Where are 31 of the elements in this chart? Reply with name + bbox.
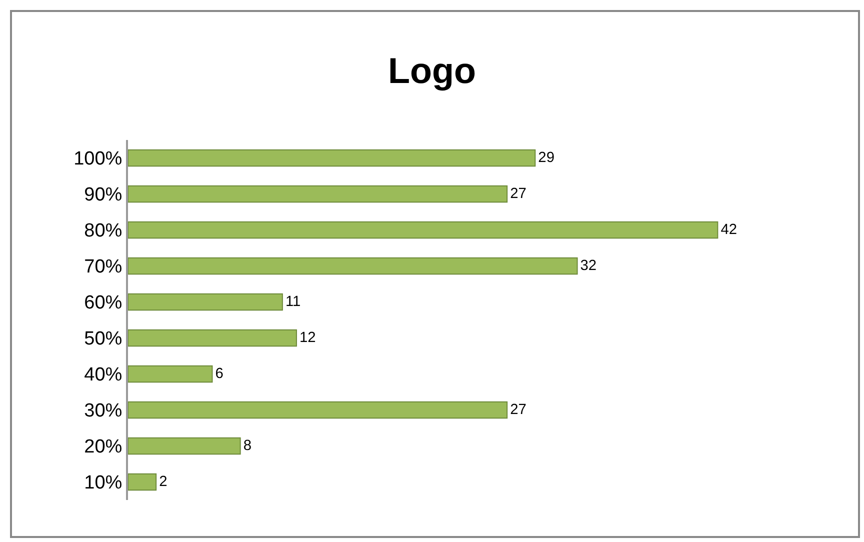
data-label: 2 — [159, 474, 168, 490]
bar — [128, 185, 508, 203]
y-tick-label: 20% — [84, 436, 122, 458]
data-label: 27 — [510, 402, 526, 418]
bar — [128, 401, 508, 419]
data-label: 11 — [285, 294, 301, 310]
data-label: 32 — [580, 258, 597, 274]
bar — [128, 365, 213, 383]
bar — [128, 221, 718, 239]
bar — [128, 473, 157, 491]
y-tick-label: 50% — [84, 328, 122, 350]
data-label: 8 — [243, 438, 252, 454]
y-tick-label: 30% — [84, 400, 122, 422]
data-label: 29 — [538, 150, 554, 166]
bar — [128, 437, 241, 455]
y-tick-label: 60% — [84, 292, 122, 314]
bar — [128, 257, 578, 275]
data-label: 6 — [215, 366, 224, 382]
y-tick-label: 100% — [74, 148, 122, 170]
data-label: 42 — [720, 222, 737, 238]
data-label: 27 — [510, 186, 526, 202]
y-tick-label: 80% — [84, 220, 122, 242]
bar — [128, 329, 297, 347]
bar — [128, 149, 536, 167]
data-label: 12 — [299, 330, 316, 346]
y-tick-label: 70% — [84, 256, 122, 278]
y-tick-label: 40% — [84, 364, 122, 386]
bar — [128, 293, 283, 311]
chart-title: Logo — [388, 50, 476, 92]
y-tick-label: 10% — [84, 472, 122, 494]
y-tick-label: 90% — [84, 184, 122, 206]
